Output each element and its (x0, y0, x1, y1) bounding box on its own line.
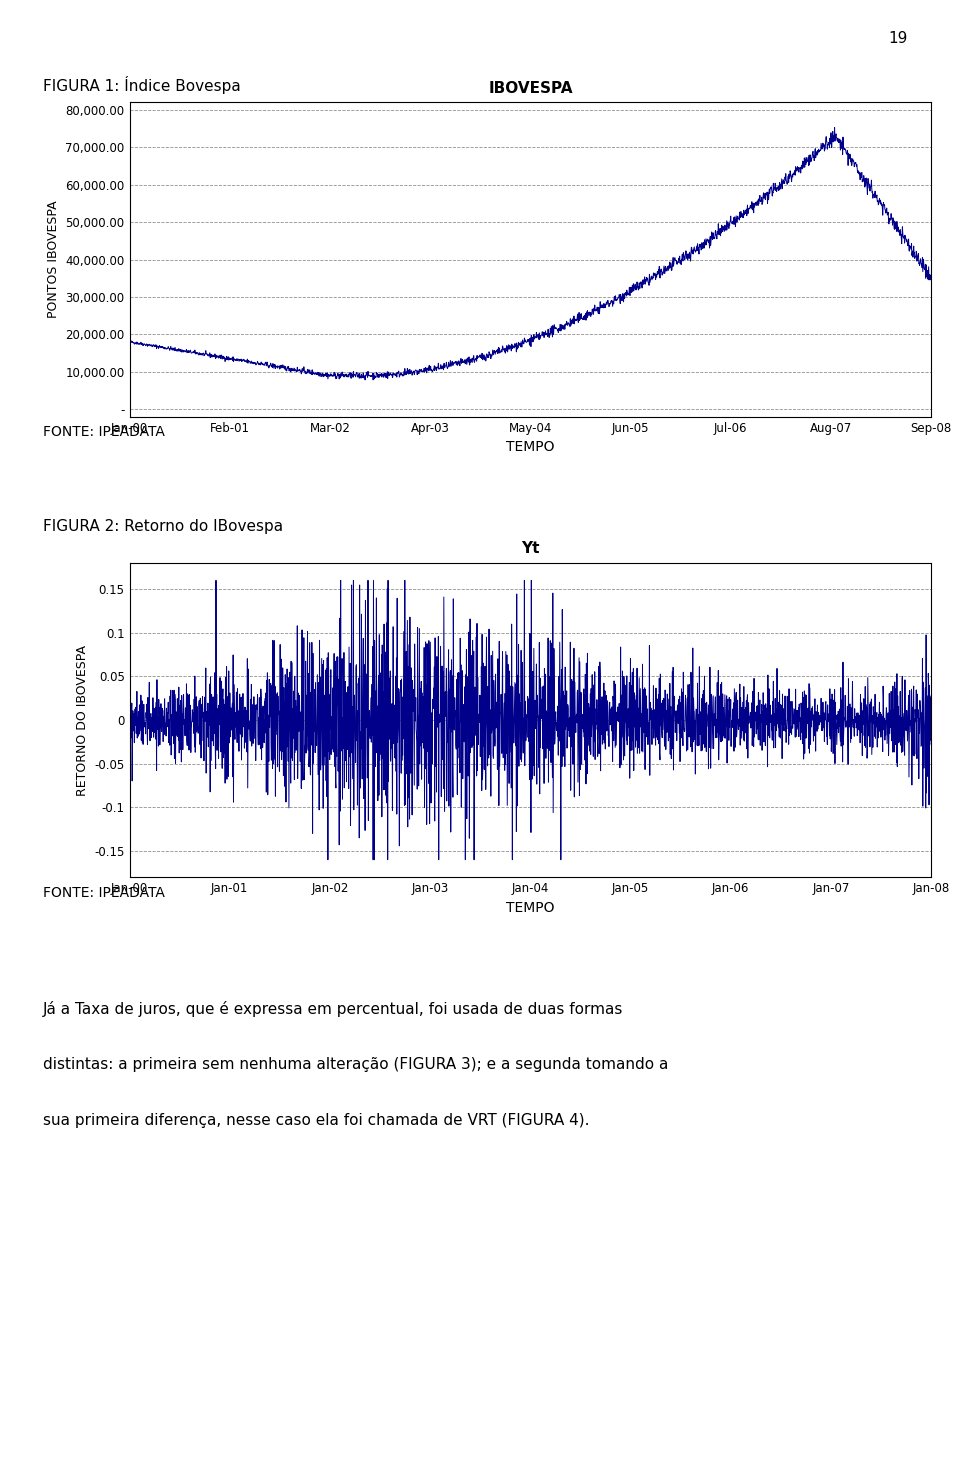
Text: FIGURA 2: Retorno do IBovespa: FIGURA 2: Retorno do IBovespa (43, 519, 283, 534)
X-axis label: TEMPO: TEMPO (506, 901, 555, 915)
Y-axis label: PONTOS IBOVESPA: PONTOS IBOVESPA (47, 200, 60, 319)
Text: FONTE: IPEADATA: FONTE: IPEADATA (43, 425, 165, 440)
Text: distintas: a primeira sem nenhuma alteração (FIGURA 3); e a segunda tomando a: distintas: a primeira sem nenhuma altera… (43, 1057, 668, 1072)
Title: Yt: Yt (521, 541, 540, 556)
Text: Já a Taxa de juros, que é expressa em percentual, foi usada de duas formas: Já a Taxa de juros, que é expressa em pe… (43, 1001, 624, 1018)
Text: 19: 19 (888, 31, 907, 45)
Y-axis label: RETORNO DO IBOVESPA: RETORNO DO IBOVESPA (76, 645, 89, 795)
Text: FIGURA 1: Índice Bovespa: FIGURA 1: Índice Bovespa (43, 76, 241, 94)
Text: FONTE: IPEADATA: FONTE: IPEADATA (43, 886, 165, 901)
Title: IBOVESPA: IBOVESPA (488, 80, 573, 95)
Text: sua primeira diferença, nesse caso ela foi chamada de VRT (FIGURA 4).: sua primeira diferença, nesse caso ela f… (43, 1113, 589, 1127)
X-axis label: TEMPO: TEMPO (506, 440, 555, 455)
